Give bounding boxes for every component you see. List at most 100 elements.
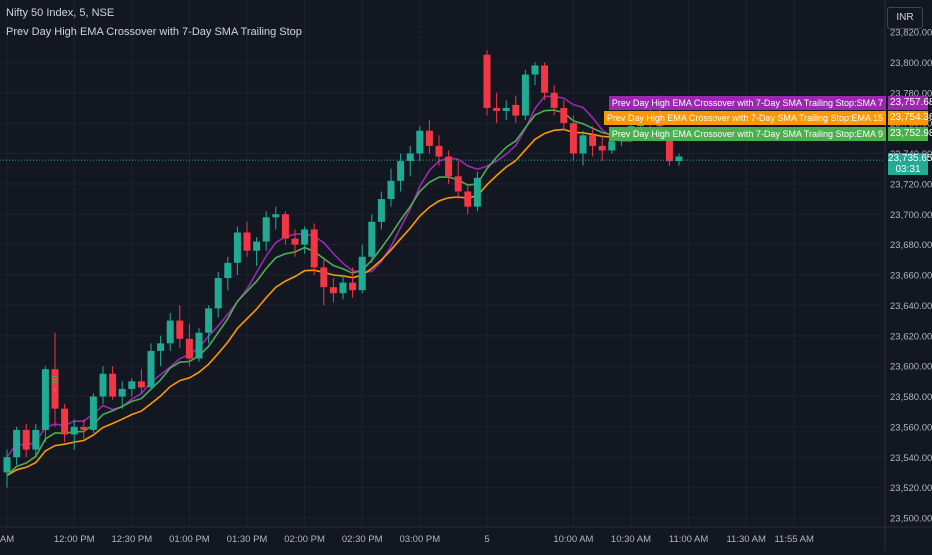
x-tick-label: 11:55 AM (774, 534, 814, 545)
candle (272, 206, 280, 230)
y-tick-label: 23,720.00 (890, 179, 932, 190)
candle-body (464, 191, 472, 207)
candle (41, 366, 49, 443)
candle (3, 449, 11, 488)
candle-body (22, 429, 30, 450)
currency-button[interactable]: INR (887, 7, 923, 29)
x-tick-label: 11:30 AM (726, 534, 766, 545)
y-tick-label: 23,640.00 (890, 301, 932, 312)
candle-body (675, 156, 683, 162)
candle-body (521, 74, 529, 116)
candle-body (301, 229, 309, 245)
candle (512, 95, 520, 124)
candle (541, 62, 549, 101)
candle (61, 404, 69, 443)
candle (89, 393, 97, 433)
y-tick-label: 23,600.00 (890, 362, 932, 373)
y-tick-label: 23,800.00 (890, 58, 932, 69)
x-tick-label: 10:30 AM (611, 534, 651, 545)
candle (349, 267, 357, 298)
candle-body (387, 180, 395, 200)
x-tick-label: 10:00 AM (553, 534, 593, 545)
candle (32, 423, 40, 458)
candle (128, 378, 136, 397)
candle-body (589, 135, 597, 146)
candle-body (205, 308, 213, 333)
candle-body (368, 221, 376, 257)
candle-body (41, 369, 49, 430)
x-tick-label: AM (0, 534, 14, 545)
candle-body (473, 177, 481, 207)
candle-body (608, 141, 616, 151)
candle (387, 168, 395, 207)
candle-body (13, 429, 21, 458)
indicator-value: 23,757.68 (888, 96, 932, 110)
candle-body (550, 92, 558, 108)
candle (397, 153, 405, 192)
candle (521, 69, 529, 121)
signal-letter: E (51, 375, 59, 387)
candle-body (51, 369, 59, 409)
candle (320, 256, 328, 306)
candle (166, 312, 174, 351)
candle (157, 335, 165, 367)
candle-body (109, 373, 117, 397)
candle (560, 100, 568, 131)
bar-countdown: 03:31 (895, 164, 921, 176)
y-tick-label: 23,620.00 (890, 331, 932, 342)
candle-body (176, 320, 184, 339)
candle-body (70, 426, 78, 435)
candle (51, 332, 59, 427)
candle-body (329, 287, 337, 294)
candle-body (483, 54, 491, 108)
candle-body (435, 145, 443, 157)
indicator-label: Prev Day High EMA Crossover with 7-Day S… (608, 127, 886, 141)
x-tick-label: 03:00 PM (399, 534, 440, 545)
candle (310, 223, 318, 275)
grid-layer (0, 0, 885, 527)
candle-body (349, 282, 357, 291)
candle (493, 92, 501, 124)
signal-marker: E + (49, 375, 61, 396)
indicator-value: 23,752.98 (888, 127, 932, 141)
candle (233, 226, 241, 275)
candle-body (281, 214, 289, 239)
candle (377, 191, 385, 230)
candle (118, 381, 126, 409)
candle-body (425, 130, 433, 146)
indicator-label: Prev Day High EMA Crossover with 7-Day S… (608, 96, 886, 110)
candle (243, 221, 251, 257)
study-title: Prev Day High EMA Crossover with 7-Day S… (6, 26, 302, 38)
candle (675, 153, 683, 166)
candle-body (445, 156, 453, 177)
candle-body (579, 135, 587, 154)
candle (473, 171, 481, 212)
candle-body (118, 388, 126, 397)
candle-body (512, 104, 520, 116)
candle (368, 214, 376, 263)
candle (329, 278, 337, 303)
candle (195, 328, 203, 362)
candle (70, 419, 78, 450)
candle (358, 244, 366, 294)
candle-body (358, 256, 366, 291)
candle (502, 100, 510, 121)
x-tick-label: 12:00 PM (54, 534, 95, 545)
candle (301, 226, 309, 254)
candle-body (195, 332, 203, 359)
candle (99, 366, 107, 405)
candle-body (224, 262, 232, 279)
y-tick-label: 23,580.00 (890, 392, 932, 403)
candle-body (80, 426, 88, 430)
candle-body (61, 408, 69, 435)
candle-body (310, 229, 318, 268)
candle (445, 150, 453, 184)
last-price-value: 23,735.65 (888, 153, 932, 165)
candle (454, 161, 462, 200)
candle-body (3, 457, 11, 473)
candle-body (416, 130, 424, 154)
candle-body (598, 145, 606, 151)
candle-body (502, 107, 510, 111)
